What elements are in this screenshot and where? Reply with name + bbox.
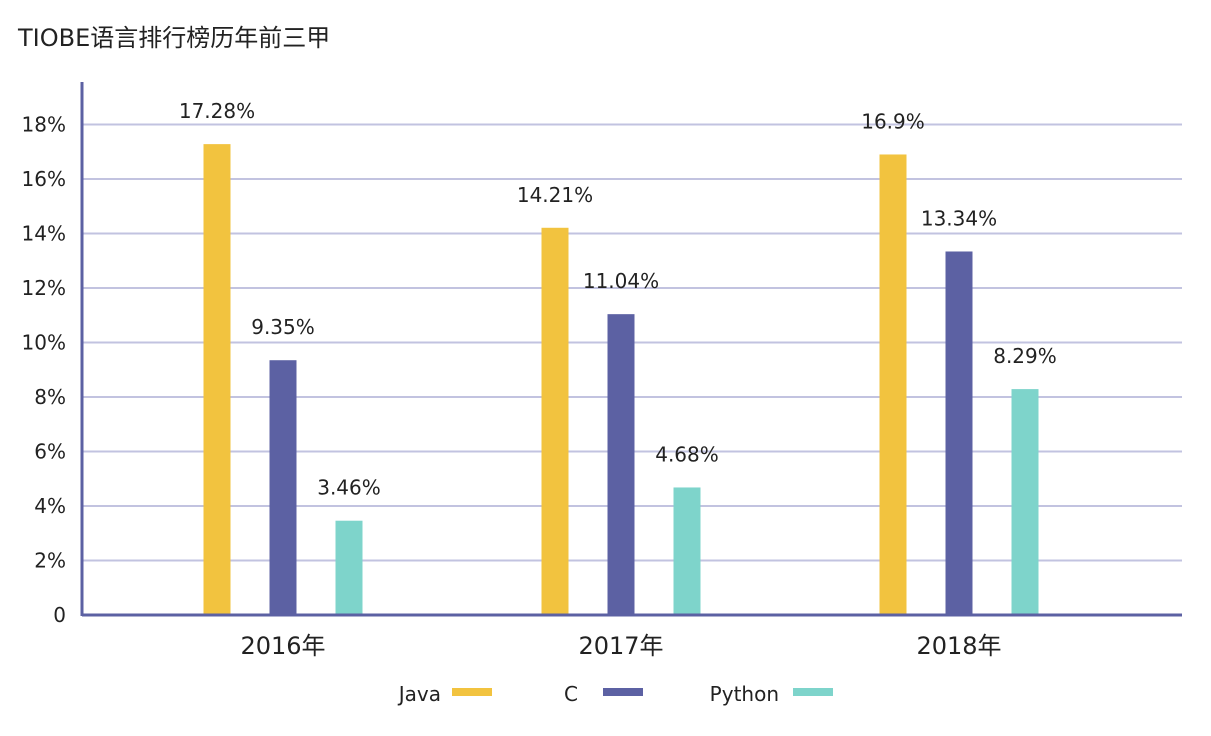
y-tick-label: 10%	[22, 331, 66, 355]
legend-swatch	[603, 688, 643, 696]
y-tick-label: 4%	[34, 494, 66, 518]
data-label: 11.04%	[583, 269, 659, 293]
data-label: 3.46%	[317, 476, 381, 500]
data-label: 14.21%	[517, 183, 593, 207]
bar-java	[203, 144, 231, 615]
bar-java	[541, 227, 569, 615]
data-label: 9.35%	[251, 315, 315, 339]
data-label: 8.29%	[993, 344, 1057, 368]
bar-c	[269, 360, 297, 615]
bar-python	[335, 520, 363, 615]
data-label: 13.34%	[921, 206, 997, 230]
y-tick-label: 12%	[22, 276, 66, 300]
bar-c	[945, 251, 973, 616]
bar-series: 17.28% 9.35% 3.46% 14.21% 11.04% 4.68% 16.9% 13…	[179, 99, 1057, 616]
data-label: 16.9%	[861, 109, 925, 133]
legend-swatch	[793, 688, 833, 696]
axes: 0 2% 4% 6% 8% 10% 12% 14% 16% 18% 2016年 2017年 2018年	[22, 82, 1182, 660]
y-tick-label: 6%	[34, 440, 66, 464]
bar-c	[607, 314, 635, 615]
legend: Java C Python	[397, 682, 833, 706]
bar-python	[1011, 389, 1039, 615]
x-category-label: 2017年	[578, 632, 663, 660]
y-tick-label: 8%	[34, 385, 66, 409]
bar-python	[673, 487, 701, 615]
chart-title: TIOBE语言排行榜历年前三甲	[18, 24, 331, 52]
bar-java	[879, 154, 907, 615]
x-category-label: 2018年	[916, 632, 1001, 660]
data-label: 17.28%	[179, 99, 255, 123]
legend-label: Java	[397, 682, 441, 706]
legend-swatch	[452, 688, 492, 696]
y-tick-label: 16%	[22, 167, 66, 191]
legend-label: Python	[710, 682, 779, 706]
legend-label: C	[564, 682, 578, 706]
y-tick-label: 2%	[34, 549, 66, 573]
y-tick-label: 0	[53, 603, 66, 627]
x-category-label: 2016年	[240, 632, 325, 660]
y-tick-label: 14%	[22, 222, 66, 246]
data-label: 4.68%	[655, 442, 719, 466]
y-tick-label: 18%	[22, 113, 66, 137]
